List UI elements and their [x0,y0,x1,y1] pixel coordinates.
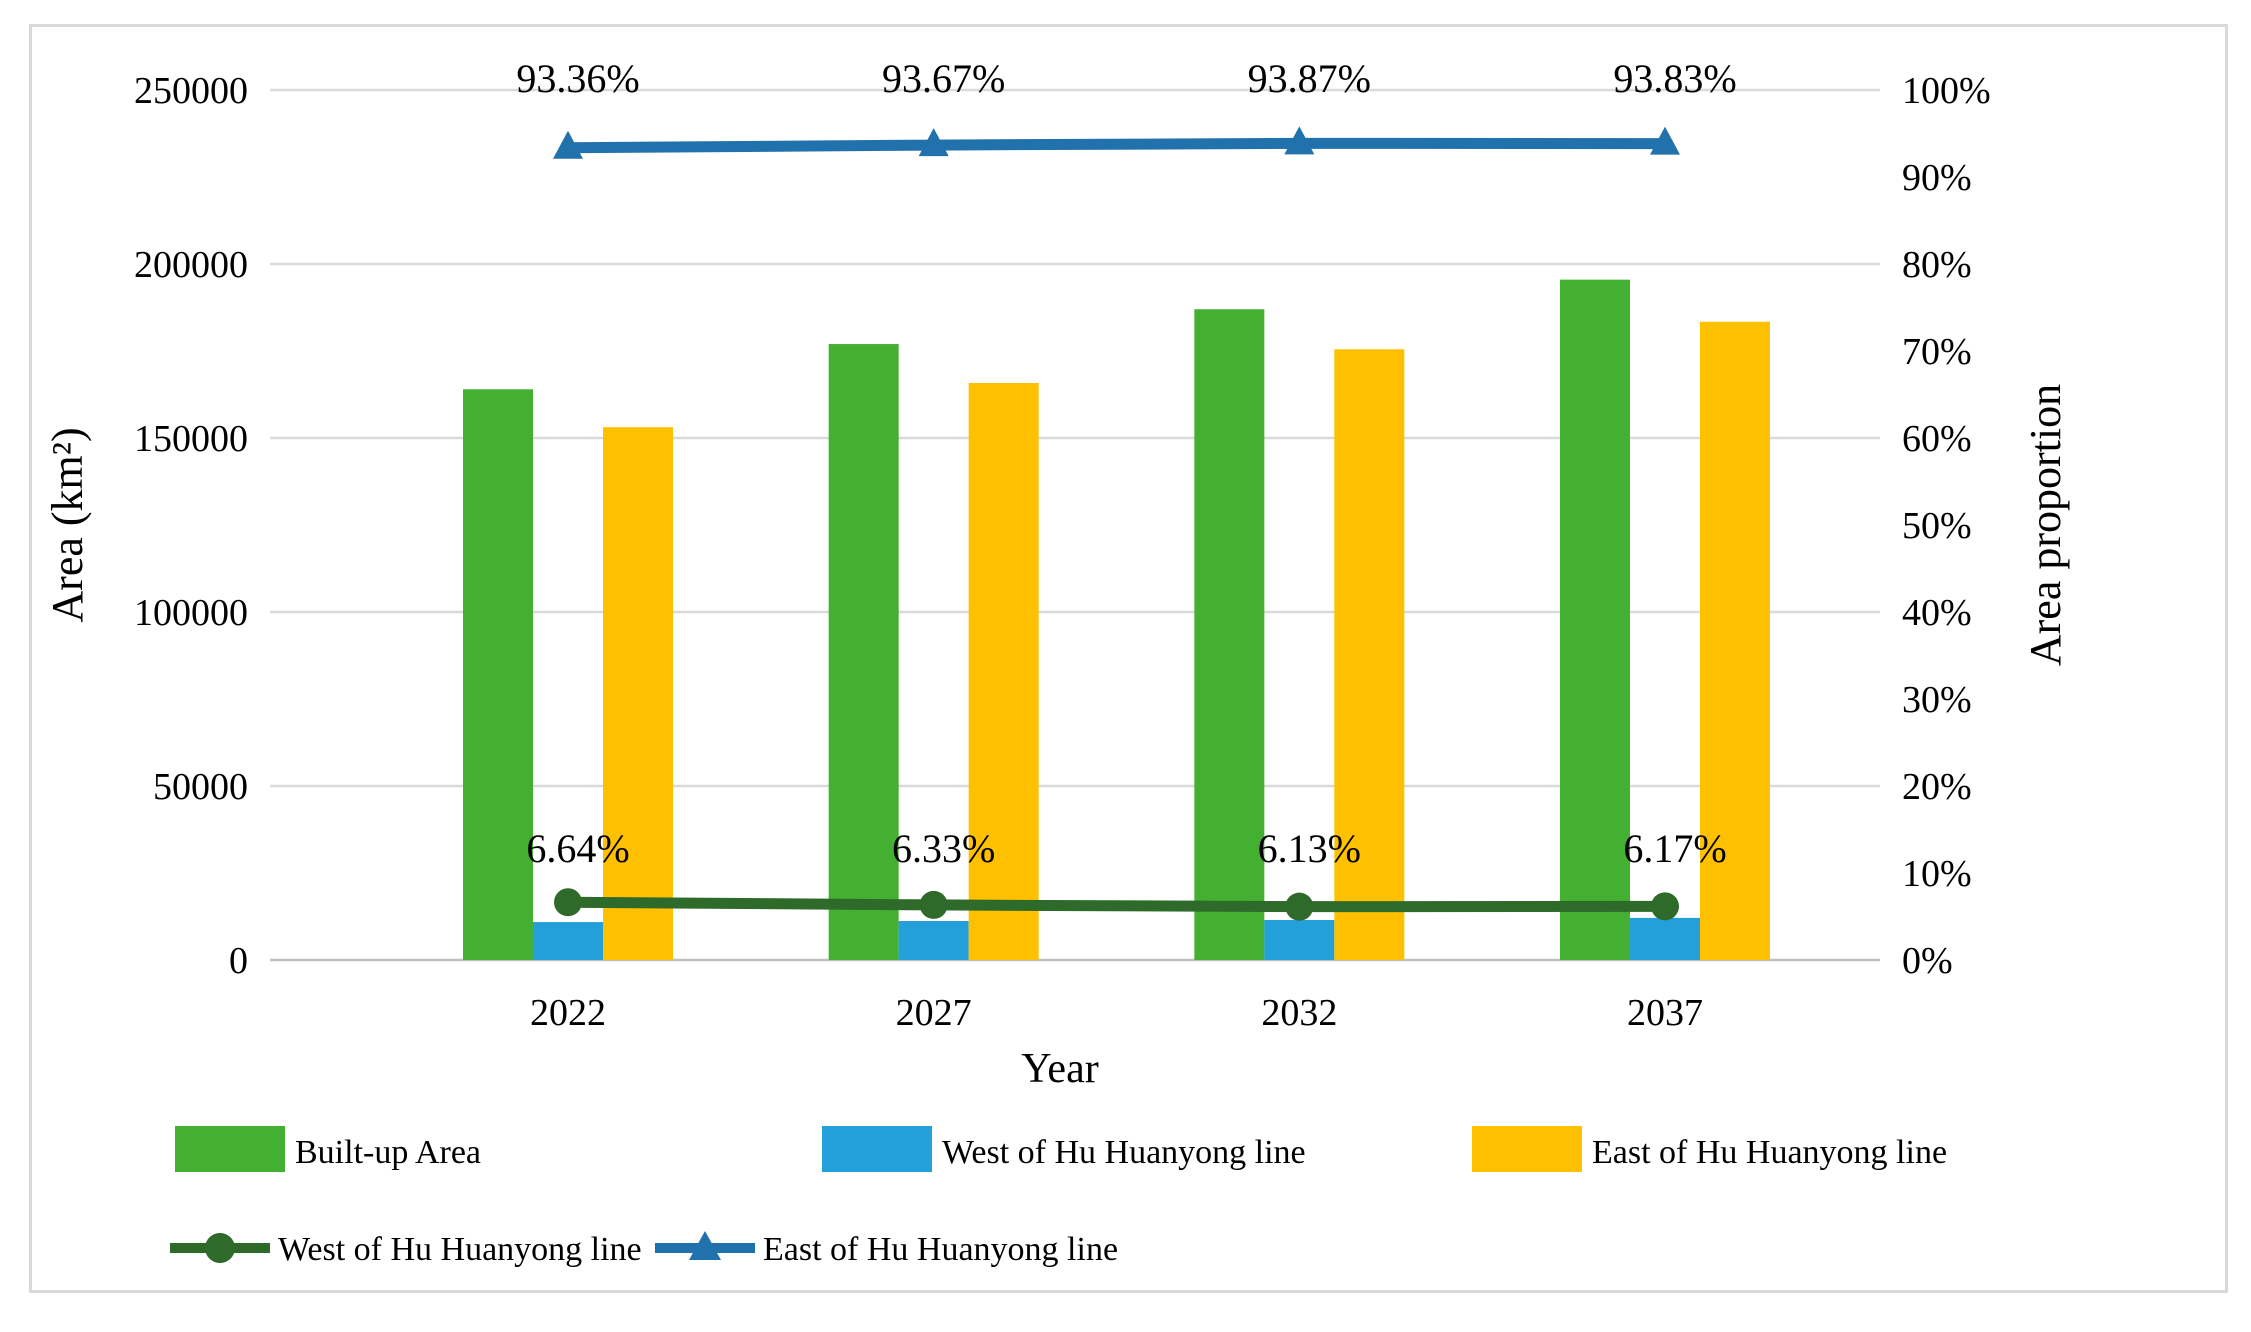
legend-swatch-east-of-hu-huanyong-line [1472,1126,1582,1172]
data-label-west-of-hu-huanyong-line-2037: 6.17% [1623,826,1726,871]
legend-marker-circle-icon [205,1233,235,1263]
bar-east-of-hu-huanyong-line-2022 [603,427,673,960]
data-label-west-of-hu-huanyong-line-2027: 6.33% [892,826,995,871]
line-east-of-hu-huanyong-line [562,137,1671,154]
left-axis-tick-label: 100000 [134,592,248,634]
data-label-east-of-hu-huanyong-line-2037: 93.83% [1613,56,1736,101]
bar-east-of-hu-huanyong-line-2037 [1700,321,1770,960]
bar-west-of-hu-huanyong-line-2027 [898,921,969,960]
right-axis-tick-label: 30% [1902,679,1972,721]
x-axis-tick-label: 2032 [1261,992,1337,1034]
left-axis-title: Area (km²) [43,427,92,622]
line-west-of-hu-huanyong-line [562,896,1671,913]
data-label-east-of-hu-huanyong-line-2027: 93.67% [882,56,1005,101]
left-axis-tick-label: 0 [229,940,248,982]
right-axis-tick-label: 50% [1902,505,1972,547]
x-axis-tick-label: 2037 [1627,992,1703,1034]
bar-west-of-hu-huanyong-line-2022 [533,922,603,960]
legend-swatch-built-up-area [175,1126,285,1172]
bar-built-up-area-2037 [1560,279,1630,960]
data-label-west-of-hu-huanyong-line-2022: 6.64% [526,826,629,871]
legend-swatch-west-of-hu-huanyong-line [822,1126,932,1172]
right-axis-tick-label: 0% [1902,940,1953,982]
figure-frame [29,24,2228,1293]
marker-circle-west-of-hu-huanyong-line-2032 [1285,892,1314,921]
x-axis-tick-label: 2022 [530,992,606,1034]
marker-triangle-east-of-hu-huanyong-line-2027 [918,128,949,157]
legend-label-built-up-area: Built-up Area [295,1134,481,1171]
marker-triangle-east-of-hu-huanyong-line-2022 [553,130,583,159]
right-axis-tick-label: 80% [1902,244,1972,286]
right-axis-tick-label: 20% [1902,766,1972,808]
bar-west-of-hu-huanyong-line-2037 [1630,917,1700,960]
marker-circle-west-of-hu-huanyong-line-2022 [554,888,582,917]
bar-built-up-area-2027 [828,344,899,960]
legend-marker-triangle-icon [689,1231,721,1260]
left-axis-tick-label: 200000 [134,244,248,286]
x-axis-title: Year [1021,1046,1098,1092]
legend-label-west-of-hu-huanyong-line: West of Hu Huanyong line [942,1134,1306,1171]
right-axis-tick-label: 90% [1902,157,1972,199]
data-label-west-of-hu-huanyong-line-2032: 6.13% [1258,826,1361,871]
right-axis-title: Area proportion [2021,384,2070,666]
bar-east-of-hu-huanyong-line-2027 [968,383,1039,960]
marker-circle-west-of-hu-huanyong-line-2037 [1651,892,1679,921]
right-axis-tick-label: 60% [1902,418,1972,460]
marker-triangle-east-of-hu-huanyong-line-2037 [1650,126,1680,155]
right-axis-tick-label: 10% [1902,853,1972,895]
left-axis-tick-label: 150000 [134,418,248,460]
legend-label-east-of-hu-huanyong-line-line: East of Hu Huanyong line [763,1231,1118,1268]
data-label-east-of-hu-huanyong-line-2032: 93.87% [1248,56,1371,101]
left-axis-tick-label: 250000 [134,70,248,112]
x-axis-tick-label: 2027 [896,992,972,1034]
bar-built-up-area-2032 [1194,309,1265,960]
right-axis-tick-label: 40% [1902,592,1972,634]
bar-east-of-hu-huanyong-line-2032 [1334,349,1405,960]
right-axis-tick-label: 70% [1902,331,1972,373]
bar-built-up-area-2022 [463,389,533,960]
left-axis-tick-label: 50000 [153,766,248,808]
right-axis-tick-label: 100% [1902,70,1991,112]
legend-label-east-of-hu-huanyong-line: East of Hu Huanyong line [1592,1134,1947,1171]
legend-label-west-of-hu-huanyong-line-line: West of Hu Huanyong line [278,1231,642,1268]
bar-west-of-hu-huanyong-line-2032 [1264,919,1335,960]
marker-circle-west-of-hu-huanyong-line-2027 [919,890,948,919]
marker-triangle-east-of-hu-huanyong-line-2032 [1284,126,1315,155]
data-label-east-of-hu-huanyong-line-2022: 93.36% [516,56,639,101]
